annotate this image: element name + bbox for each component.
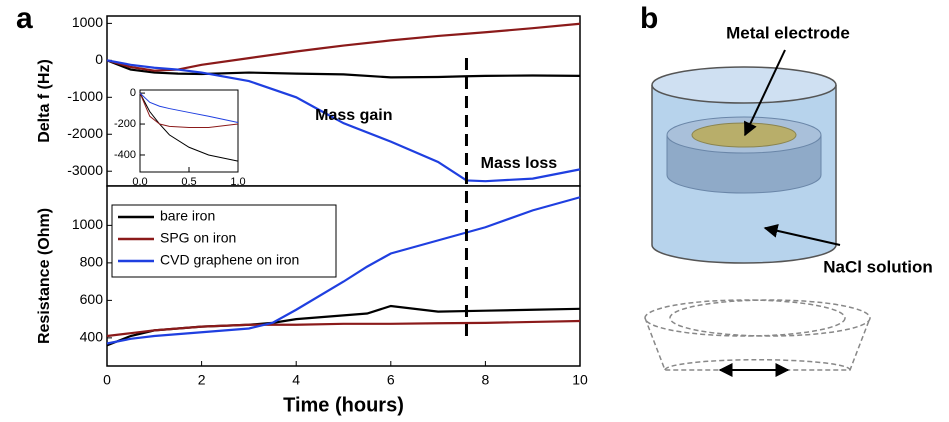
y-axis-label: Resistance (Ohm) [36, 208, 53, 344]
y-tick-label: -200 [114, 118, 136, 130]
y-tick-label: 0 [95, 51, 103, 67]
panel-label: a [16, 2, 33, 35]
y-tick-label: -3000 [67, 162, 103, 178]
data-line [139, 92, 239, 128]
legend-label: CVD graphene on iron [160, 252, 299, 268]
y-axis-label: Delta f (Hz) [36, 59, 53, 143]
y-tick-label: 400 [80, 329, 104, 345]
x-tick-label: 10 [572, 372, 588, 388]
y-tick-label: -1000 [67, 88, 103, 104]
data-line [106, 22, 581, 72]
x-tick-label: 0.5 [181, 176, 196, 188]
data-line [106, 59, 581, 183]
x-tick-label: 1.0 [230, 176, 245, 188]
x-tick-label: 0.0 [132, 176, 147, 188]
y-tick-label: 0 [130, 87, 136, 99]
x-tick-label: 8 [482, 372, 490, 388]
y-tick-label: -400 [114, 149, 136, 161]
y-tick-label: 800 [80, 254, 104, 270]
y-tick-label: -2000 [67, 125, 103, 141]
annotation: Mass gain [315, 107, 392, 124]
plot-frame [139, 89, 239, 173]
annotation: Mass loss [481, 155, 558, 172]
x-tick-label: 4 [292, 372, 300, 388]
data-line [139, 92, 239, 162]
x-axis-label: Time (hours) [283, 394, 404, 416]
y-tick-label: 1000 [72, 14, 103, 30]
dashed-electrode [644, 299, 871, 371]
y-tick-label: 1000 [72, 216, 103, 232]
x-tick-label: 6 [387, 372, 395, 388]
data-line [106, 319, 581, 338]
x-tick-label: 2 [198, 372, 206, 388]
metal-disc [691, 122, 797, 148]
legend-label: bare iron [160, 208, 215, 224]
legend-label: SPG on iron [160, 230, 236, 246]
arrow [744, 49, 786, 137]
container-top [651, 66, 837, 104]
data-line [106, 196, 581, 345]
diagram-label: NaCl solution [823, 257, 933, 276]
diagram: Metal electrode NaCl solution [644, 23, 933, 377]
data-line [139, 92, 239, 123]
arrow [763, 223, 841, 246]
panel-label: b [640, 2, 658, 35]
x-tick-label: 0 [103, 372, 111, 388]
diagram-label: Metal electrode [726, 23, 850, 42]
y-tick-label: 600 [80, 291, 104, 307]
data-line [106, 59, 581, 79]
